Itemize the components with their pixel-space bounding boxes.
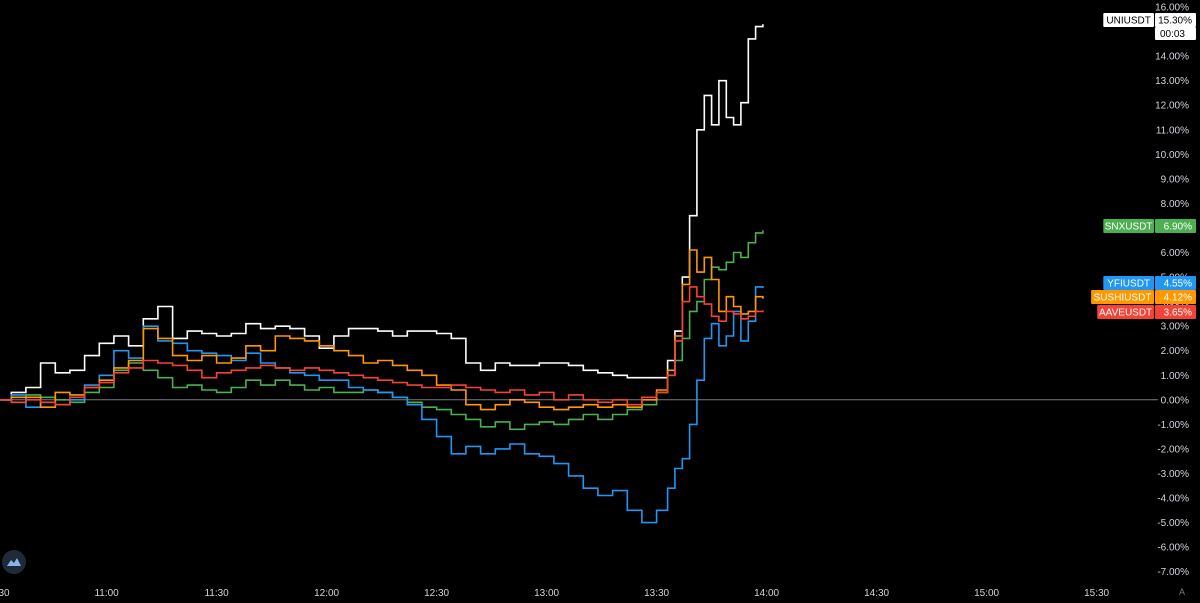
x-tick-label: 15:00 <box>974 588 999 599</box>
y-tick-label: 13.00% <box>1155 76 1189 87</box>
y-tick-label: 3.00% <box>1161 322 1189 333</box>
countdown-tag: 00:03 <box>1155 27 1196 40</box>
x-tick-label: 11:30 <box>204 588 229 599</box>
y-tick-label: -3.00% <box>1157 469 1189 480</box>
y-tick-label: 2.00% <box>1161 346 1189 357</box>
price-tag-snxusdt: SNXUSDT 6.90% <box>1103 219 1196 233</box>
x-tick-label: 30 <box>0 588 10 599</box>
price-tag-name: AAVEUSDT <box>1099 308 1152 319</box>
price-tag-sushiusdt: SUSHIUSDT 4.12% <box>1091 290 1196 304</box>
y-tick-label: 16.00% <box>1155 3 1189 14</box>
price-tag-name: SUSHIUSDT <box>1094 293 1152 304</box>
tradingview-logo-icon[interactable] <box>2 550 26 574</box>
price-tag-value: 15.30% <box>1158 16 1192 27</box>
price-tag-name: YFIUSDT <box>1107 279 1150 290</box>
countdown-text: 00:03 <box>1160 29 1185 40</box>
x-tick-label: 14:00 <box>754 588 779 599</box>
y-tick-label: 11.00% <box>1156 125 1189 136</box>
price-tag-value: 6.90% <box>1164 222 1192 233</box>
y-tick-label: 12.00% <box>1155 101 1189 112</box>
price-tag-name: UNIUSDT <box>1106 16 1150 27</box>
y-tick-label: -2.00% <box>1157 444 1189 455</box>
x-tick-label: 15:30 <box>1084 588 1109 599</box>
price-tag-yfiusdt: YFIUSDT 4.55% <box>1103 276 1196 290</box>
y-tick-label: 6.00% <box>1161 248 1189 259</box>
series-lines <box>0 24 764 524</box>
y-tick-label: 14.00% <box>1155 52 1189 63</box>
x-tick-label: 12:30 <box>424 588 449 599</box>
price-tag-value: 4.12% <box>1164 293 1192 304</box>
price-tag-name: SNXUSDT <box>1105 222 1153 233</box>
x-tick-label: 12:00 <box>314 588 339 599</box>
price-tags: UNIUSDT 15.30%SNXUSDT 6.90%YFIUSDT 4.55%SUS… <box>1091 13 1196 319</box>
y-tick-label: 1.00% <box>1161 371 1189 382</box>
x-tick-label: 14:30 <box>864 588 889 599</box>
y-tick-label: -5.00% <box>1157 518 1189 529</box>
y-tick-label: -6.00% <box>1157 543 1189 554</box>
x-tick-label: 13:00 <box>534 588 559 599</box>
y-tick-label: 9.00% <box>1161 174 1189 185</box>
price-tag-uniusdt: UNIUSDT 15.30% <box>1103 13 1196 27</box>
x-axis[interactable]: 30 11:00 11:30 12:00 12:30 13:00 13:30 14:00 14:… <box>0 588 1110 599</box>
y-tick-label: 10.00% <box>1155 150 1189 161</box>
y-tick-label: 0.00% <box>1161 395 1189 406</box>
x-tick-label: 11:00 <box>94 588 119 599</box>
price-tag-value: 3.65% <box>1164 308 1192 319</box>
y-tick-label: 8.00% <box>1161 199 1189 210</box>
auto-scale-button[interactable]: A <box>1178 587 1185 597</box>
series-line-uniusdt <box>0 24 764 401</box>
price-tag-value: 4.55% <box>1164 279 1192 290</box>
x-tick-label: 13:30 <box>644 588 669 599</box>
series-line-sushiusdt <box>0 249 764 411</box>
price-tag-aaveusdt: AAVEUSDT 3.65% <box>1097 305 1196 319</box>
y-tick-label: -1.00% <box>1157 420 1189 431</box>
series-line-aaveusdt <box>0 286 764 406</box>
y-tick-label: -7.00% <box>1157 567 1189 578</box>
y-tick-label: -4.00% <box>1157 494 1189 505</box>
